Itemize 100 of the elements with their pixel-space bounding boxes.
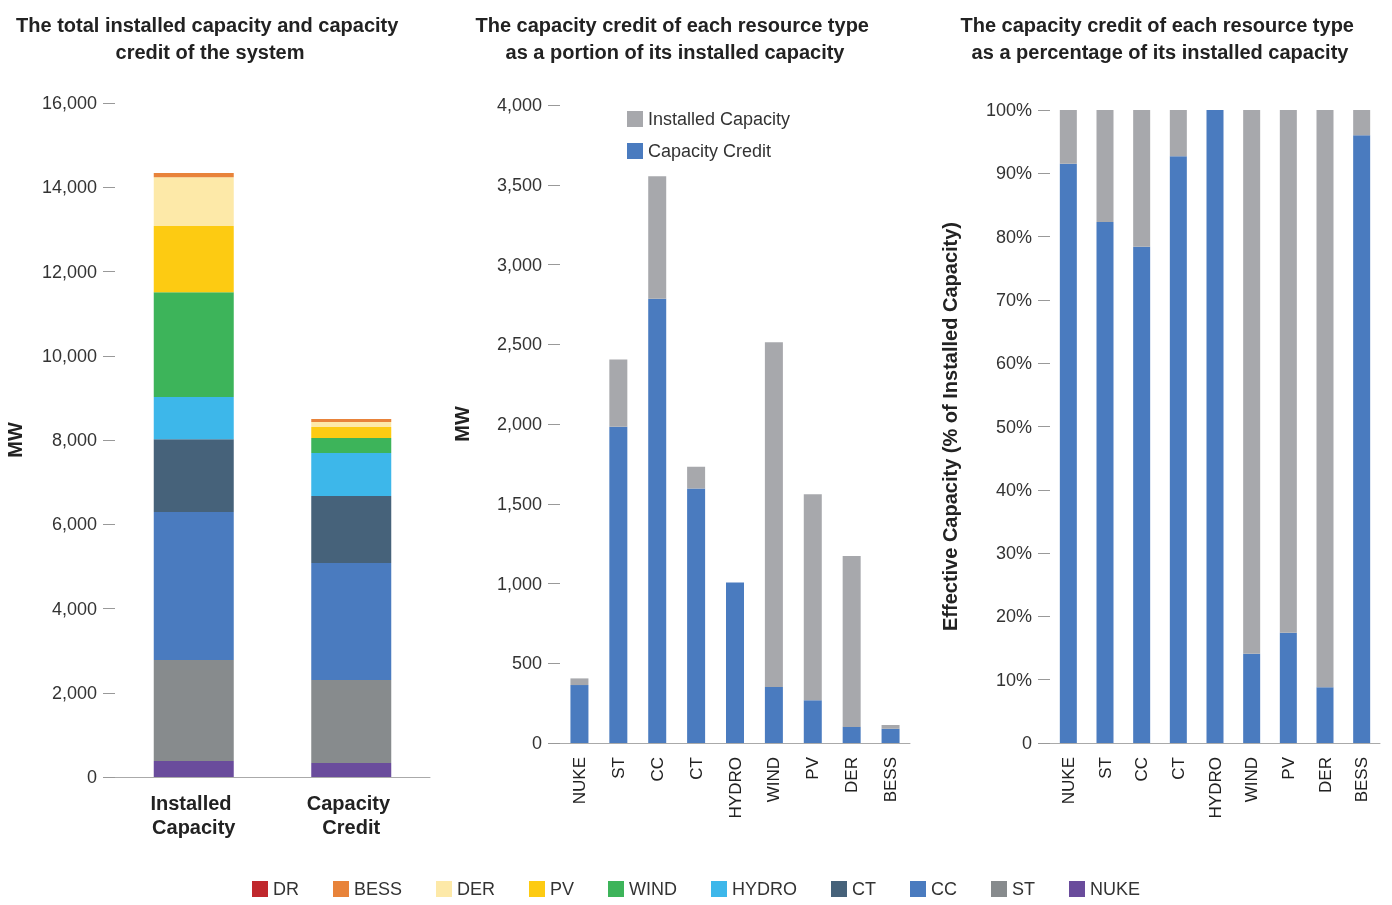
y-tick-label: 100% [985,100,1032,120]
y-tick-label: 500 [511,653,542,674]
bar [1316,687,1334,743]
y-tick-label: 1,500 [496,493,542,514]
x-tick-label: DER [842,757,862,793]
bar [1243,110,1261,654]
legend-label: Installed Capacity [648,109,791,129]
x-tick-label: BESS [881,757,901,803]
y-tick-label: 2,000 [51,682,97,703]
bar [1279,110,1297,633]
y-tick-label: 14,000 [41,177,97,198]
bar [648,176,667,299]
bar [311,437,392,454]
y-axis-title: MW [451,406,473,442]
bar [609,426,628,743]
y-tick-label: 90% [995,163,1032,184]
bar [1169,110,1187,157]
x-tick-label: CC [1132,757,1152,782]
bar [153,397,234,440]
bar [1206,110,1224,743]
y-axis-title: MW [4,422,26,458]
legend-label: NUKE [1090,879,1141,899]
y-tick-label: 40% [995,479,1032,500]
bar [764,342,783,688]
y-tick-label: 30% [995,543,1032,564]
bar [881,728,900,743]
y-tick-label: 50% [995,416,1032,437]
bar [1243,653,1261,743]
bar [1059,163,1077,743]
y-tick-label: 3,500 [496,174,542,195]
bar [1169,156,1187,743]
bar [153,760,234,777]
x-tick-label: BESS [1352,757,1372,803]
bar [1353,135,1371,743]
bar [687,466,706,489]
y-tick-label: 0 [86,767,97,787]
x-tick-label: PV [803,756,823,780]
x-tick-label: WIND [764,757,784,803]
x-tick-label: DER [1315,757,1335,793]
bar [311,421,392,427]
bar [648,298,667,743]
y-tick-label: 0 [531,733,542,753]
bar [153,512,234,660]
y-tick-label: 20% [995,606,1032,627]
bar [1353,110,1371,136]
bar [153,172,234,178]
legend-label: DR [272,879,299,899]
y-tick-label: 1,000 [496,573,542,594]
bar [764,687,783,743]
bar [311,496,392,564]
y-tick-label: 8,000 [51,430,97,450]
bar [1096,222,1114,743]
x-tick-label: HYDRO [725,757,745,819]
bar [1279,632,1297,743]
legend-label: ST [1012,879,1036,899]
bar [842,555,861,727]
bar [1316,110,1334,688]
bar [153,439,234,513]
legend-label: PV [550,879,575,899]
bar [311,763,392,777]
y-tick-label: 60% [995,353,1032,374]
bar [1096,110,1114,223]
bar [881,724,900,729]
bar [311,680,392,764]
x-tick-label: CT [1168,757,1188,780]
x-tick-label: CC [647,757,667,782]
y-tick-label: 6,000 [51,514,97,535]
bar [687,488,706,743]
x-tick-label: WIND [1242,757,1262,803]
y-tick-label: 10% [995,669,1032,690]
bar [153,226,234,293]
bar [311,426,392,438]
legend-label: BESS [353,879,403,899]
y-tick-label: 2,500 [496,334,542,355]
legend-label: WIND [629,879,678,899]
x-tick-label: CT [686,757,706,780]
x-tick-label: NUKE [569,757,589,805]
y-tick-label: 2,000 [496,414,542,434]
legend-label: CT [852,879,877,899]
bar [153,177,234,227]
bar [1133,246,1151,743]
legend-label: Capacity Credit [648,141,772,161]
bar [842,726,861,743]
x-tick-label: Capacity Credit [306,792,396,838]
legend-label: DER [457,879,496,899]
bar [153,659,234,761]
bar [153,292,234,398]
chart-title: The total installed capacity and capacity credit of the system [16,13,404,63]
bar [609,359,628,427]
bar [726,582,744,743]
x-tick-label: NUKE [1058,757,1078,805]
x-tick-label: ST [1095,757,1115,779]
y-tick-label: 80% [995,226,1032,247]
bar [1133,110,1151,247]
chart-title: The capacity credit of each resource type as a portion of its installed capacity [475,13,875,63]
bar [1059,110,1077,164]
x-tick-label: Installed Capacity [150,792,238,838]
bar [311,563,392,681]
x-tick-label: HYDRO [1205,757,1225,819]
y-tick-label: 10,000 [41,345,97,366]
